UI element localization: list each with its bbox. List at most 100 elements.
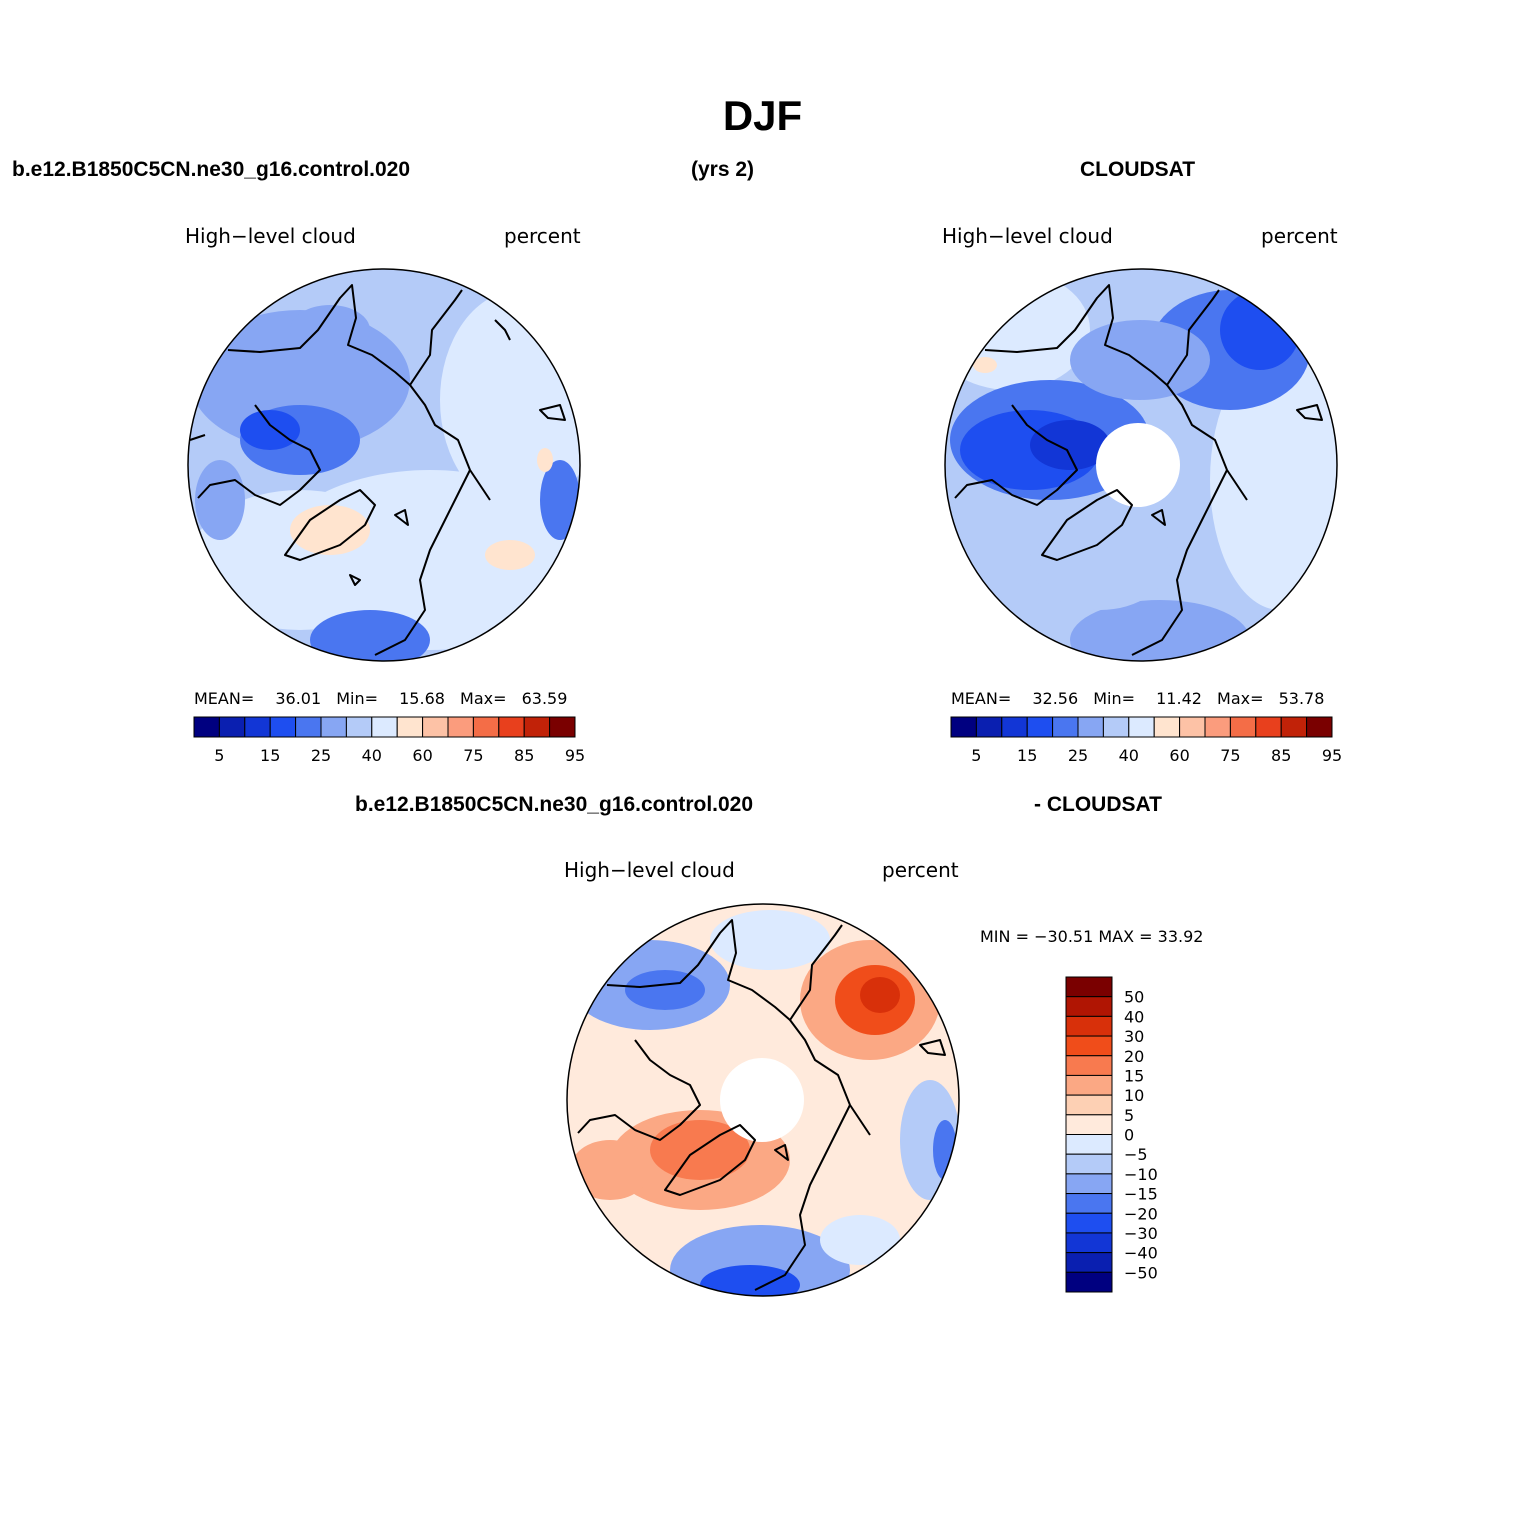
obs-colorbar-swatch	[1255, 716, 1282, 738]
diff-colorbar-swatch	[1065, 1074, 1113, 1096]
obs-colorbar-tick-label: 75	[1220, 746, 1240, 765]
model-map-boundary	[187, 268, 581, 662]
model-colorbar-swatch	[218, 716, 246, 738]
diff-colorbar-tick-label: 0	[1124, 1126, 1134, 1145]
model-max-label: Max=	[460, 689, 507, 708]
obs-map-boundary	[944, 268, 1338, 662]
obs-polar-map	[944, 268, 1338, 662]
obs-max-label: Max=	[1217, 689, 1264, 708]
model-colorbar-swatch	[295, 716, 322, 738]
model-colorbar-swatch	[193, 716, 220, 738]
obs-colorbar-tick-label: 60	[1169, 746, 1189, 765]
diff-colorbar-swatch	[1065, 1015, 1113, 1037]
diff-missing-data-hole	[720, 1058, 804, 1142]
obs-missing-data-hole	[1096, 423, 1180, 507]
obs-mean-label: MEAN=	[951, 689, 1012, 708]
obs-mean-value: 32.56	[1032, 689, 1079, 708]
model-colorbar-tick-label: 75	[463, 746, 483, 765]
model-mean-label: MEAN=	[194, 689, 255, 708]
model-field-fill	[188, 269, 580, 661]
model-min-value: 15.68	[399, 689, 445, 708]
diff-colorbar-swatch	[1065, 1114, 1113, 1135]
model-colorbar-tick-label: 25	[311, 746, 331, 765]
diff-colorbar-tick-label: −50	[1124, 1263, 1158, 1282]
obs-colorbar-tick-label: 95	[1322, 746, 1342, 765]
diff-colorbar-swatch	[1065, 1035, 1113, 1057]
obs-colorbar-swatch	[1280, 716, 1308, 738]
model-colorbar-swatch	[447, 716, 474, 738]
obs-colorbar-swatch	[1026, 716, 1054, 738]
model-colorbar: 5 15 25 40 60 75 85 95	[193, 716, 585, 765]
diff-colorbar-tick-label: −5	[1124, 1145, 1148, 1164]
obs-colorbar-swatch	[1179, 716, 1206, 738]
obs-colorbar-tick-label: 15	[1017, 746, 1037, 765]
model-colorbar-swatch	[422, 716, 449, 738]
diff-variable-label: High−level cloud	[564, 858, 735, 882]
diff-colorbar-swatch	[1065, 1094, 1113, 1116]
model-colorbar-swatch	[472, 716, 500, 738]
obs-stats: MEAN= 32.56 Min= 11.42 Max= 53.78	[951, 689, 1324, 708]
obs-colorbar-swatch	[1077, 716, 1104, 738]
model-colorbar-tick-label: 40	[362, 746, 382, 765]
obs-field-fill	[945, 269, 1337, 661]
obs-colorbar-swatch	[1052, 716, 1079, 738]
model-colorbar-swatch	[549, 716, 576, 738]
model-colorbar-swatch	[244, 716, 271, 738]
diff-colorbar-tick-label: 15	[1124, 1066, 1144, 1085]
obs-colorbar-tick-label: 25	[1068, 746, 1088, 765]
model-colorbar-tick-label: 60	[412, 746, 432, 765]
obs-colorbar-swatch	[1001, 716, 1028, 738]
obs-colorbar-swatch	[975, 716, 1003, 738]
model-stats: MEAN= 36.01 Min= 15.68 Max= 63.59	[194, 689, 567, 708]
diff-colorbar-swatch	[1065, 996, 1113, 1017]
diff-colorbar-swatch	[1065, 976, 1113, 998]
diff-colorbar-swatch	[1065, 1173, 1113, 1195]
diff-colorbar-tick-label: −10	[1124, 1165, 1158, 1184]
diff-colorbar-tick-label: −30	[1124, 1224, 1158, 1243]
obs-colorbar-tick-label: 5	[971, 746, 981, 765]
diff-colorbar-tick-label: 10	[1124, 1086, 1144, 1105]
obs-colorbar-swatch	[1306, 716, 1333, 738]
diff-colorbar-tick-label: −20	[1124, 1204, 1158, 1223]
diff-colorbar-swatch	[1065, 1153, 1113, 1175]
model-colorbar-swatch	[498, 716, 525, 738]
obs-min-value: 11.42	[1156, 689, 1202, 708]
model-coastlines	[189, 284, 566, 656]
diff-map-boundary	[566, 903, 960, 1297]
obs-max-value: 53.78	[1278, 689, 1325, 708]
figure-title: DJF	[722, 92, 803, 139]
model-variable-label: High−level cloud	[185, 224, 356, 248]
diff-title-right: - CLOUDSAT	[1034, 793, 1162, 816]
obs-colorbar-swatch	[1102, 716, 1130, 738]
model-mean-value: 36.01	[275, 689, 322, 708]
diff-polar-map	[566, 903, 960, 1297]
diff-colorbar-tick-label: 20	[1124, 1047, 1144, 1066]
obs-coastlines	[954, 284, 1323, 656]
obs-variable-label: High−level cloud	[942, 224, 1113, 248]
diff-colorbar-swatch	[1065, 1252, 1113, 1273]
diff-colorbar-tick-label: 50	[1124, 988, 1144, 1007]
obs-colorbar-swatch	[1153, 716, 1181, 738]
diff-colorbar-swatch	[1065, 1271, 1113, 1293]
obs-colorbar-swatch	[1204, 716, 1231, 738]
diff-units-label: percent	[882, 858, 959, 882]
model-colorbar-swatch	[523, 716, 551, 738]
model-colorbar-swatch	[320, 716, 347, 738]
model-colorbar-tick-label: 15	[260, 746, 280, 765]
diff-minmax: MIN = −30.51 MAX = 33.92	[980, 927, 1204, 946]
model-colorbar-tick-label: 95	[565, 746, 585, 765]
obs-units-label: percent	[1261, 224, 1338, 248]
model-min-label: Min=	[336, 689, 379, 708]
obs-colorbar-tick-label: 85	[1271, 746, 1291, 765]
model-colorbar-tick-label: 5	[214, 746, 224, 765]
diff-colorbar-tick-label: 5	[1124, 1106, 1134, 1125]
diff-colorbar-swatch	[1065, 1212, 1113, 1234]
model-colorbar-swatch	[396, 716, 424, 738]
obs-name-label: CLOUDSAT	[1080, 158, 1196, 181]
obs-colorbar-swatch	[1229, 716, 1257, 738]
diff-colorbar-swatch	[1065, 1232, 1113, 1254]
diff-colorbar-tick-label: 30	[1124, 1027, 1144, 1046]
diff-colorbar-swatch	[1065, 1055, 1113, 1076]
